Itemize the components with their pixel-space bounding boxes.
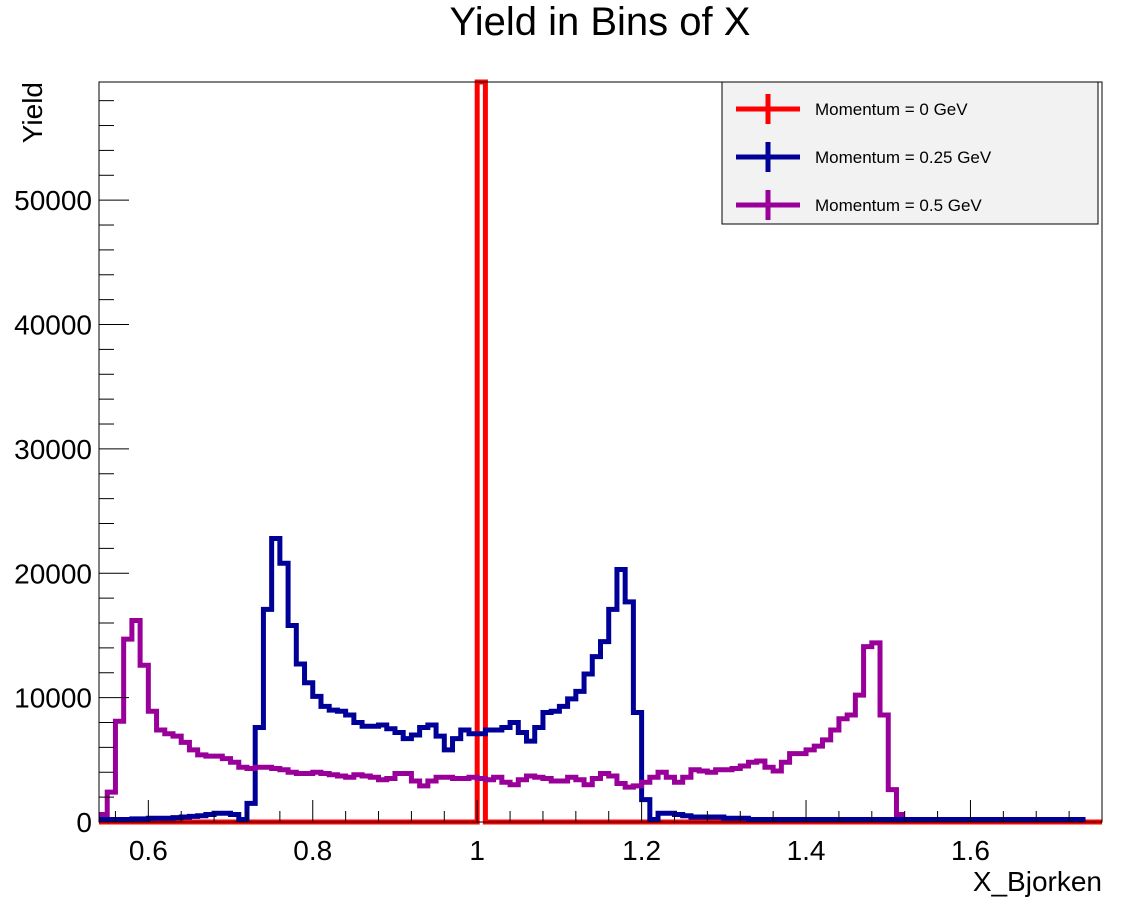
legend: Momentum = 0 GeV Momentum = 0.25 GeV Momen… — [721, 81, 1099, 225]
legend-entry-1: Momentum = 0.25 GeV — [736, 142, 992, 172]
x-tick-label: 0.6 — [129, 835, 168, 866]
x-tick-label: 1.2 — [622, 835, 661, 866]
legend-entry-0: Momentum = 0 GeV — [736, 94, 968, 124]
x-tick-label: 0.8 — [293, 835, 332, 866]
plot-frame — [98, 81, 1103, 823]
y-tick-label: 50000 — [14, 185, 92, 216]
x-axis-label: X_Bjorken — [973, 866, 1102, 897]
y-axis-label: Yield — [17, 82, 48, 143]
axis-ticks: 0 10000 20000 30000 40000 50000 0.6 0.8 1 1.2 1.4 1… — [14, 100, 1103, 866]
y-tick-label: 10000 — [14, 683, 92, 714]
y-tick-label: 20000 — [14, 558, 92, 589]
plot-border — [98, 81, 1103, 823]
series-line-2 — [99, 618, 905, 818]
x-tick-label: 1.6 — [951, 835, 990, 866]
legend-box — [721, 81, 1099, 225]
legend-label: Momentum = 0 GeV — [815, 100, 968, 119]
legend-label: Momentum = 0.25 GeV — [815, 148, 992, 167]
x-tick-label: 1 — [469, 835, 485, 866]
chart-title: Yield in Bins of X — [450, 0, 751, 44]
y-tick-label: 40000 — [14, 310, 92, 341]
x-tick-label: 1.4 — [787, 835, 826, 866]
y-tick-label: 30000 — [14, 434, 92, 465]
legend-entry-2: Momentum = 0.5 GeV — [736, 190, 982, 220]
y-tick-label: 0 — [76, 807, 92, 838]
legend-label: Momentum = 0.5 GeV — [815, 196, 982, 215]
